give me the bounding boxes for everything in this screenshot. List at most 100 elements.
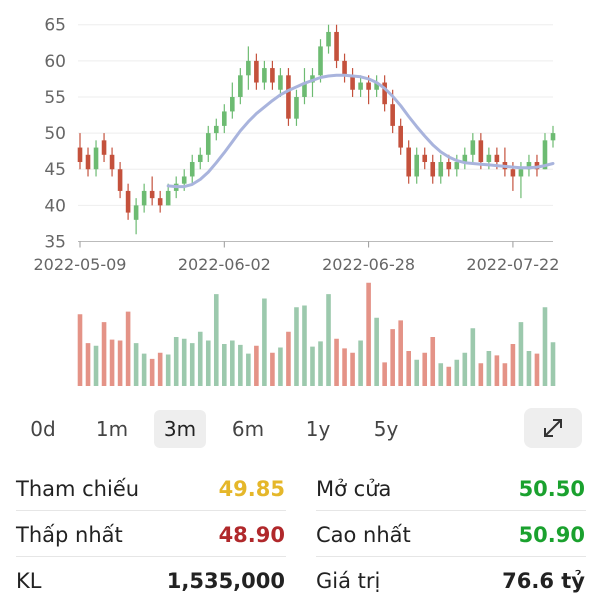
candle-body <box>117 169 123 191</box>
candle-body <box>406 147 411 177</box>
volume-bar <box>286 331 291 386</box>
candle-body <box>390 104 395 126</box>
candle-body <box>133 205 139 220</box>
range-tab-1m[interactable]: 1m <box>95 417 129 441</box>
range-tab-3m[interactable]: 3m <box>154 410 206 448</box>
divider <box>16 510 286 511</box>
volume-bar <box>510 344 516 386</box>
high-price-value: 50.90 <box>518 523 585 547</box>
volume-bar <box>318 341 323 386</box>
expand-button[interactable] <box>524 408 582 448</box>
candle-body <box>350 75 355 90</box>
y-tick-label: 35 <box>44 233 66 253</box>
reference-price-value: 49.85 <box>218 477 285 501</box>
volume-bar <box>542 307 548 386</box>
volume-bar <box>157 352 163 386</box>
stats-row-2: Thấp nhất 48.90 Cao nhất 50.90 <box>0 512 600 558</box>
candle-body <box>125 190 131 213</box>
volume-bar <box>478 363 484 386</box>
candle-body <box>141 190 147 206</box>
candle-body <box>294 96 299 119</box>
range-tab-0d[interactable]: 0d <box>30 417 56 441</box>
volume-bar <box>358 340 363 386</box>
candle-body <box>254 60 259 83</box>
candle-body <box>246 60 251 76</box>
volume-bar <box>181 338 187 386</box>
candle-body <box>486 154 492 163</box>
candle-body <box>542 140 548 170</box>
range-selector: 0d 1m 3m 6m 1y 5y <box>14 408 586 452</box>
volume-bar <box>382 362 387 386</box>
volume-bar <box>213 294 219 386</box>
volume-value: 1,535,000 <box>166 569 285 593</box>
candle-body <box>462 154 468 163</box>
volume-bar <box>205 340 211 386</box>
volume-bar <box>462 352 468 386</box>
volume-bar <box>390 329 395 386</box>
volume-bar <box>486 351 492 386</box>
candle-body <box>302 82 307 97</box>
volume-bar <box>141 353 147 386</box>
candle-body <box>213 125 219 134</box>
y-tick-label: 60 <box>44 52 66 72</box>
volume-bar <box>518 322 524 386</box>
divider <box>16 556 286 557</box>
volume-bar <box>534 353 540 386</box>
volume-bar <box>310 346 315 386</box>
stock-chart: 35 40 45 50 55 60 65 2022-05-09 2022-06-02 2022-0… <box>34 16 559 386</box>
volume-bar <box>326 294 331 386</box>
candle-body <box>109 154 115 170</box>
low-price-label: Thấp nhất <box>16 523 123 547</box>
volume-bar <box>294 307 299 386</box>
candle-body <box>454 162 460 170</box>
y-tick-label: 45 <box>44 160 66 180</box>
stats-row-3: KL 1,535,000 Giá trị 76.6 tỷ <box>0 558 600 604</box>
volume-bar <box>398 320 403 386</box>
volume-bar <box>302 305 307 386</box>
candle-body <box>165 190 171 206</box>
candle-body <box>478 140 484 163</box>
candle-body <box>510 169 516 177</box>
candle-body <box>366 82 371 90</box>
reference-price-label: Tham chiếu <box>16 477 140 501</box>
candle-body <box>318 46 323 76</box>
volume-bar <box>270 352 275 386</box>
candle-body <box>358 82 363 90</box>
volume-bar <box>470 328 476 386</box>
range-tab-5y[interactable]: 5y <box>373 417 399 441</box>
expand-arrows-icon <box>544 419 562 437</box>
divider <box>316 556 586 557</box>
candle-body <box>470 140 476 155</box>
candle-body <box>222 111 227 126</box>
volume-bar <box>446 366 452 386</box>
range-tab-6m[interactable]: 6m <box>231 417 265 441</box>
stats-row-1: Tham chiếu 49.85 Mở cửa 50.50 <box>0 466 600 512</box>
volume-bar <box>165 354 171 386</box>
volume-bar <box>502 363 508 386</box>
candle-body <box>205 133 211 155</box>
candle-body <box>326 31 331 47</box>
y-tick-label: 65 <box>44 16 66 36</box>
volume-bar <box>246 353 251 386</box>
y-tick-label: 55 <box>44 88 66 108</box>
candle-body <box>77 147 83 163</box>
candle-body <box>494 154 500 163</box>
x-tick-label: 2022-06-02 <box>178 255 271 274</box>
volume-bar <box>77 314 83 386</box>
range-tab-1y[interactable]: 1y <box>305 417 331 441</box>
candle-body <box>197 154 203 163</box>
volume-bar <box>278 347 283 386</box>
volume-bar <box>173 337 179 386</box>
x-tick-label: 2022-06-28 <box>322 255 415 274</box>
candle-body <box>430 162 436 177</box>
trade-value-value: 76.6 tỷ <box>502 569 585 593</box>
volume-bar <box>238 344 243 386</box>
open-price-value: 50.50 <box>518 477 585 501</box>
volume-bar <box>149 358 155 386</box>
candle-body <box>93 147 99 170</box>
volume-bar <box>334 338 339 386</box>
candle-body <box>446 162 452 170</box>
x-tick-label: 2022-07-22 <box>466 255 559 274</box>
moving-average-line <box>166 73 555 189</box>
candle-body <box>189 162 195 177</box>
